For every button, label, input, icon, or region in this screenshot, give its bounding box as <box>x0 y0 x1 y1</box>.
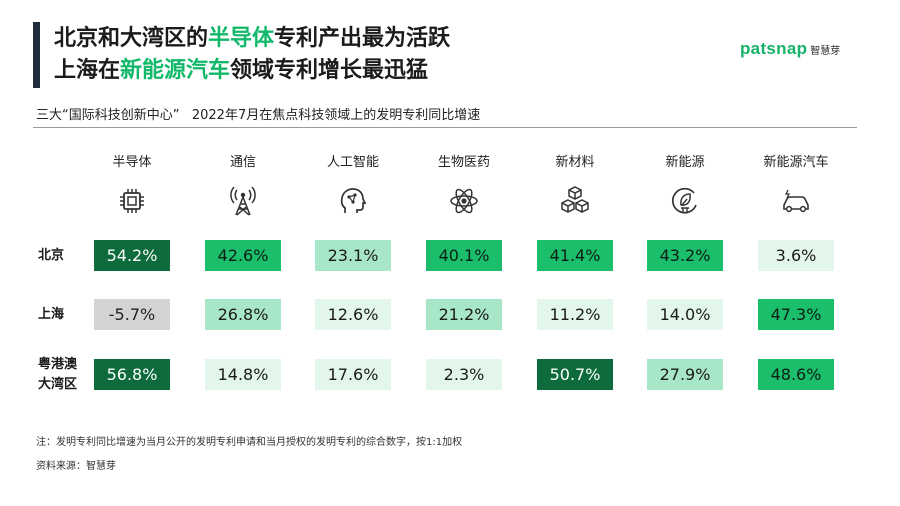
column-header-4: 生物医药 <box>437 155 490 170</box>
value-cell: 12.6% <box>315 299 391 330</box>
ai-head-icon <box>308 183 398 219</box>
column-header-5: 新材料 <box>555 155 595 170</box>
value-cell: 40.1% <box>426 240 502 271</box>
antenna-tower-icon <box>198 183 288 219</box>
column-header-6: 新能源 <box>665 155 705 170</box>
row-header-3: 粤港澳 大湾区 <box>38 356 78 392</box>
value-cell: 47.3% <box>758 299 834 330</box>
logo-cn-text: 智慧芽 <box>810 46 841 57</box>
footnote: 注：发明专利同比增速为当月公开的发明专利申请和当月授权的发明专利的综合数字，按1… <box>36 437 463 448</box>
title-accent-bar <box>33 22 40 88</box>
value-cell: 54.2% <box>94 240 170 271</box>
value-cell: 50.7% <box>537 359 613 390</box>
leaf-plug-icon <box>640 183 730 219</box>
column-header-2: 通信 <box>229 155 256 170</box>
value-cell: 14.0% <box>647 299 723 330</box>
atom-icon <box>419 183 509 219</box>
cubes-icon <box>530 183 620 219</box>
value-cell: 42.6% <box>205 240 281 271</box>
column-header-3: 人工智能 <box>326 155 379 170</box>
title-line-1: 北京和大湾区的半导体专利产出最为活跃 <box>54 26 451 51</box>
value-cell: 23.1% <box>315 240 391 271</box>
page-title: 北京和大湾区的半导体专利产出最为活跃 上海在新能源汽车领域专利增长最迅猛 <box>54 23 450 87</box>
column-header-1: 半导体 <box>112 155 152 170</box>
logo-wordmark: patsnap <box>740 39 808 58</box>
value-cell: 56.8% <box>94 359 170 390</box>
value-cell: 14.8% <box>205 359 281 390</box>
source-note: 资料来源：智慧芽 <box>36 461 116 472</box>
value-cell: 43.2% <box>647 240 723 271</box>
value-cell: 21.2% <box>426 299 502 330</box>
column-header-7: 新能源汽车 <box>763 155 829 170</box>
title-line-2: 上海在新能源汽车领域专利增长最迅猛 <box>54 58 429 83</box>
electric-car-icon <box>751 183 841 219</box>
patsnap-logo: patsnap 智慧芽 <box>740 39 840 59</box>
divider <box>33 127 857 128</box>
value-cell: 27.9% <box>647 359 723 390</box>
value-cell: 3.6% <box>758 240 834 271</box>
chart-subtitle: 三大“国际科技创新中心” 2022年7月在焦点科技领域上的发明专利同比增速 <box>36 108 481 123</box>
row-header-2: 上海 <box>38 306 65 322</box>
row-header-1: 北京 <box>38 247 65 263</box>
value-cell: -5.7% <box>94 299 170 330</box>
chip-icon <box>87 183 177 219</box>
value-cell: 2.3% <box>426 359 502 390</box>
value-cell: 41.4% <box>537 240 613 271</box>
value-cell: 11.2% <box>537 299 613 330</box>
value-cell: 26.8% <box>205 299 281 330</box>
value-cell: 17.6% <box>315 359 391 390</box>
value-cell: 48.6% <box>758 359 834 390</box>
